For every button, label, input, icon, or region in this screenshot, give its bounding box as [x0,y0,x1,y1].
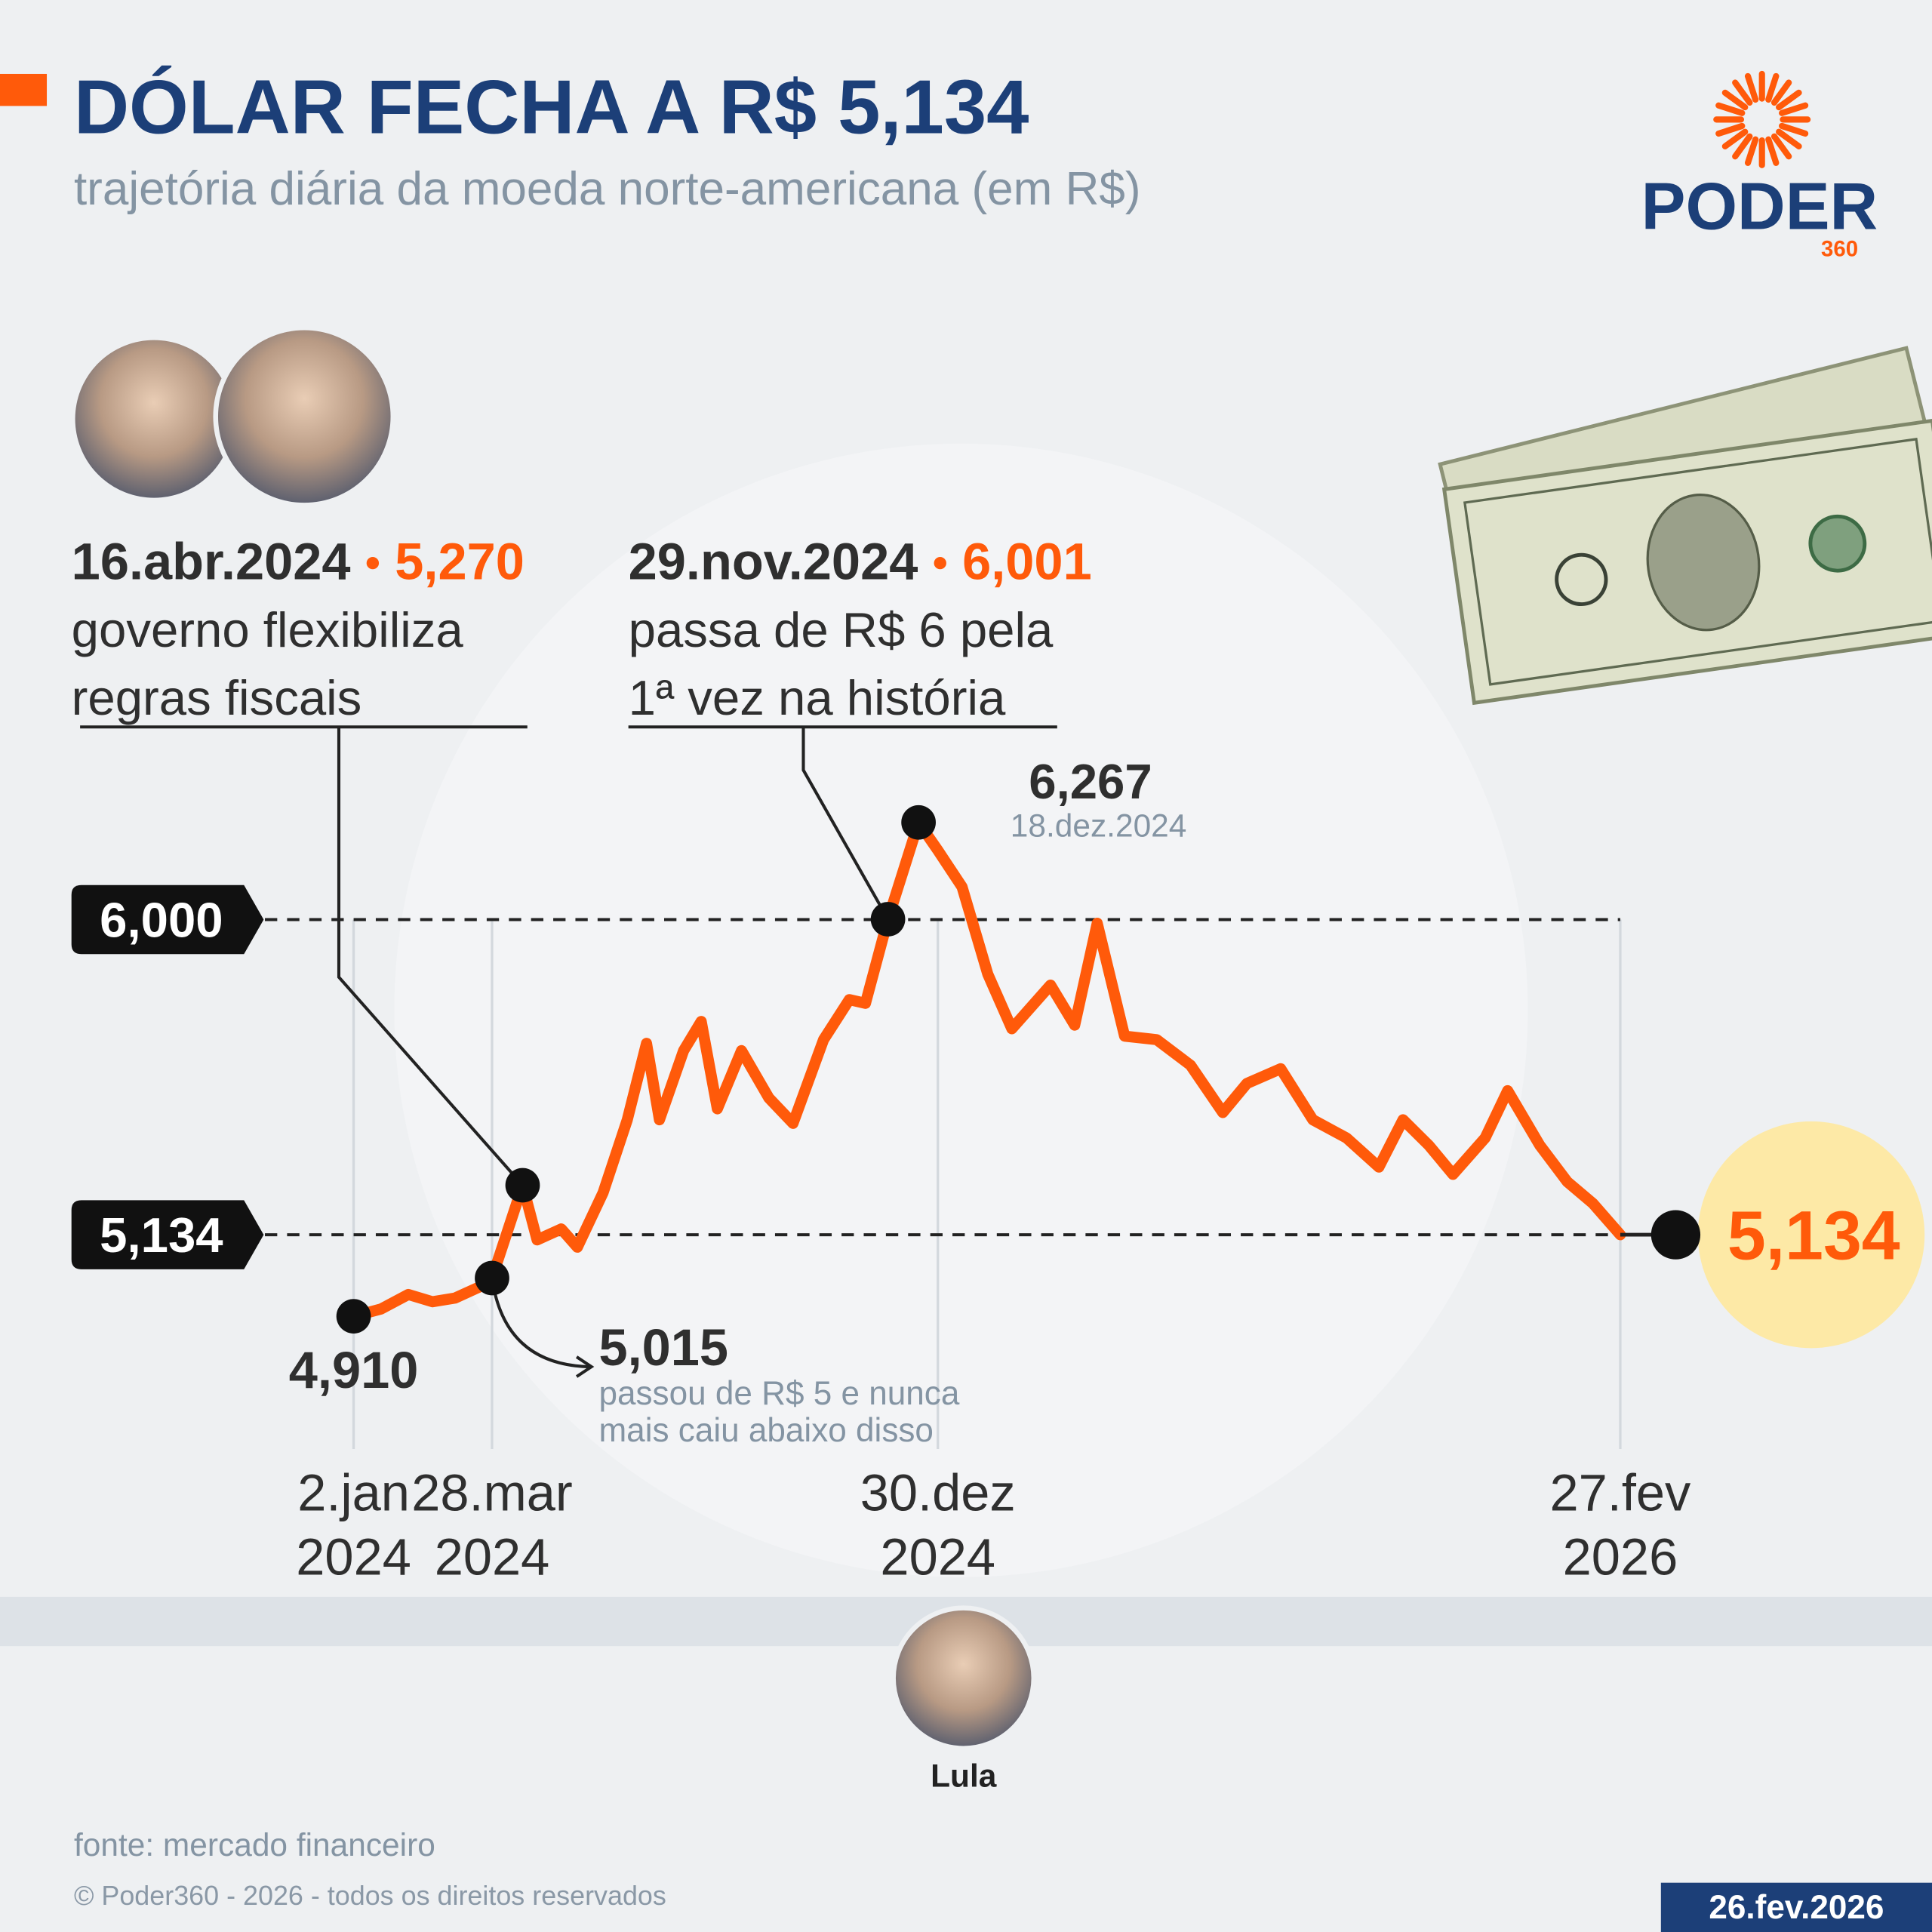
reference-label: 6,000 [100,892,223,947]
separator-dot [934,556,946,570]
annotation-text: passa de R$ 6 pela [629,602,1054,657]
reference-label: 5,134 [100,1208,223,1263]
annotation-dot [505,1168,540,1203]
annotation-value: 6,001 [962,532,1092,590]
x-tick-label-box: 2.jan 2024 [296,1463,411,1586]
logo-ray [1732,79,1753,106]
timeline-person: Lula [931,1758,997,1793]
logo-ray [1721,128,1749,149]
logo-ray [1715,122,1746,137]
annotation-dot [336,1299,371,1334]
logo-ray [1744,136,1759,166]
logo-number: 360 [1821,237,1858,262]
source: fonte: mercado financeiro [74,1827,435,1863]
separator-dot [366,556,380,570]
annotation-date: 18.dez.2024 [1011,808,1187,844]
copyright: © Poder360 - 2026 - todos os direitos re… [74,1880,666,1911]
logo-ray [1770,79,1792,106]
x-tick-label: 2.jan 2024 [296,1463,411,1586]
x-tick-label: 28.mar 2024 [411,1463,573,1586]
logo-ray [1776,89,1802,111]
x-tick-label-box: 28.mar 2024 [411,1463,573,1586]
end-dot [1651,1210,1701,1260]
dollar-bills [1438,346,1932,706]
date-box [1660,1882,1932,1932]
logo-ray [1779,102,1809,116]
annotation-dot [870,902,906,937]
title-marker [0,73,48,106]
logo-ray [1732,133,1753,160]
annotation-value: 5,015 [598,1318,728,1377]
annotation-dot [475,1260,509,1296]
x-tick-label: 30.dez 2024 [860,1463,1016,1586]
annotation-text: governo flexibiliza [72,602,464,657]
annotation-arrowhead [575,1355,595,1378]
photo [70,335,238,503]
logo-mark [1713,70,1811,168]
end-value: 5,134 [1727,1198,1900,1275]
annotation-value: 4,910 [289,1341,419,1399]
logo-ray [1779,122,1809,137]
subtitle: trajetória diária da moeda norte-america… [74,163,1141,215]
logo-ray [1770,133,1792,160]
annotation-value: 6,267 [1029,754,1152,809]
logo-ray [1744,72,1759,103]
annotation-dot [901,804,936,840]
annotation-connector [801,727,890,921]
annotation-text: regras fiscais [72,670,362,725]
end-highlight [1697,1121,1925,1349]
title: DÓLAR FECHA A R$ 5,134 [74,64,1029,149]
logo-ray [1765,136,1780,166]
reference-label-box [71,884,264,955]
logo-ray [1721,89,1749,111]
x-tick-label-box: 30.dez 2024 [860,1463,1016,1586]
logo-name: PODER [1641,169,1878,244]
x-tick-label-box: 27.fev 2026 [1549,1463,1691,1586]
logo-ray [1776,128,1802,149]
annotation-note: mais caiu abaixo disso [598,1412,933,1449]
annotation-date: 16.abr.2024 [72,532,351,590]
logo-ray [1765,72,1780,103]
annotation-note: passou de R$ 5 e nunca [598,1375,959,1412]
logo-ray [1715,102,1746,116]
annotation-date: 29.nov.2024 [629,532,918,590]
photo [891,1605,1037,1751]
x-tick-label: 27.fev 2026 [1549,1463,1691,1586]
reference-label-box [71,1200,264,1269]
annotation-text: 1ª vez na história [629,670,1006,725]
publish-date: 26.fev.2026 [1709,1889,1884,1926]
annotation-value: 5,270 [395,532,525,590]
annotation-connector [337,727,525,1186]
annotation-arrow [490,1278,589,1369]
photo [213,325,396,508]
